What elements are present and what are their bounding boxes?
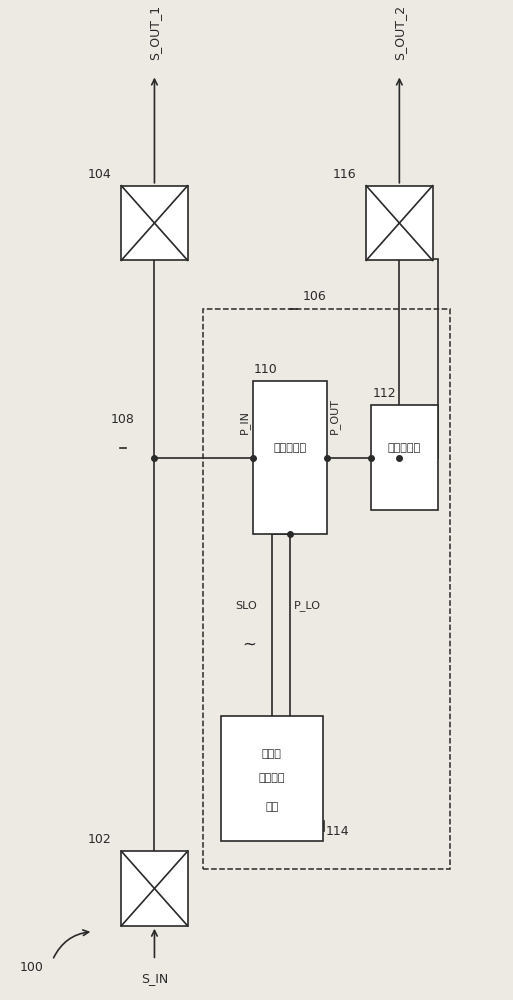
Bar [121, 186, 188, 260]
Text: 108: 108 [111, 413, 135, 426]
Text: 的振荡器: 的振荡器 [259, 773, 285, 783]
Text: P_OUT: P_OUT [329, 398, 340, 434]
Text: ~: ~ [243, 635, 256, 653]
Text: 混频器模块: 混频器模块 [273, 443, 306, 453]
Bar [203, 309, 450, 869]
Text: 114: 114 [325, 825, 349, 838]
Text: 104: 104 [87, 168, 111, 181]
Text: 106: 106 [303, 290, 326, 303]
Text: 100: 100 [20, 961, 44, 974]
Text: 滤波器模块: 滤波器模块 [388, 443, 421, 453]
Text: S_OUT_1: S_OUT_1 [148, 5, 161, 60]
Text: S_IN: S_IN [141, 972, 168, 985]
Text: 112: 112 [372, 387, 396, 400]
Text: P_IN: P_IN [239, 410, 250, 434]
Text: 102: 102 [87, 833, 111, 846]
Text: 110: 110 [254, 363, 278, 376]
Text: 模块: 模块 [265, 802, 279, 812]
Bar [253, 381, 327, 534]
Bar [371, 405, 438, 510]
Text: SLO: SLO [235, 601, 256, 611]
Text: P_LO: P_LO [294, 601, 321, 611]
Bar [366, 186, 432, 260]
Bar [121, 851, 188, 926]
Text: S_OUT_2: S_OUT_2 [393, 5, 406, 60]
Text: 非必要: 非必要 [262, 749, 282, 759]
Bar [221, 716, 323, 841]
Text: 116: 116 [332, 168, 356, 181]
